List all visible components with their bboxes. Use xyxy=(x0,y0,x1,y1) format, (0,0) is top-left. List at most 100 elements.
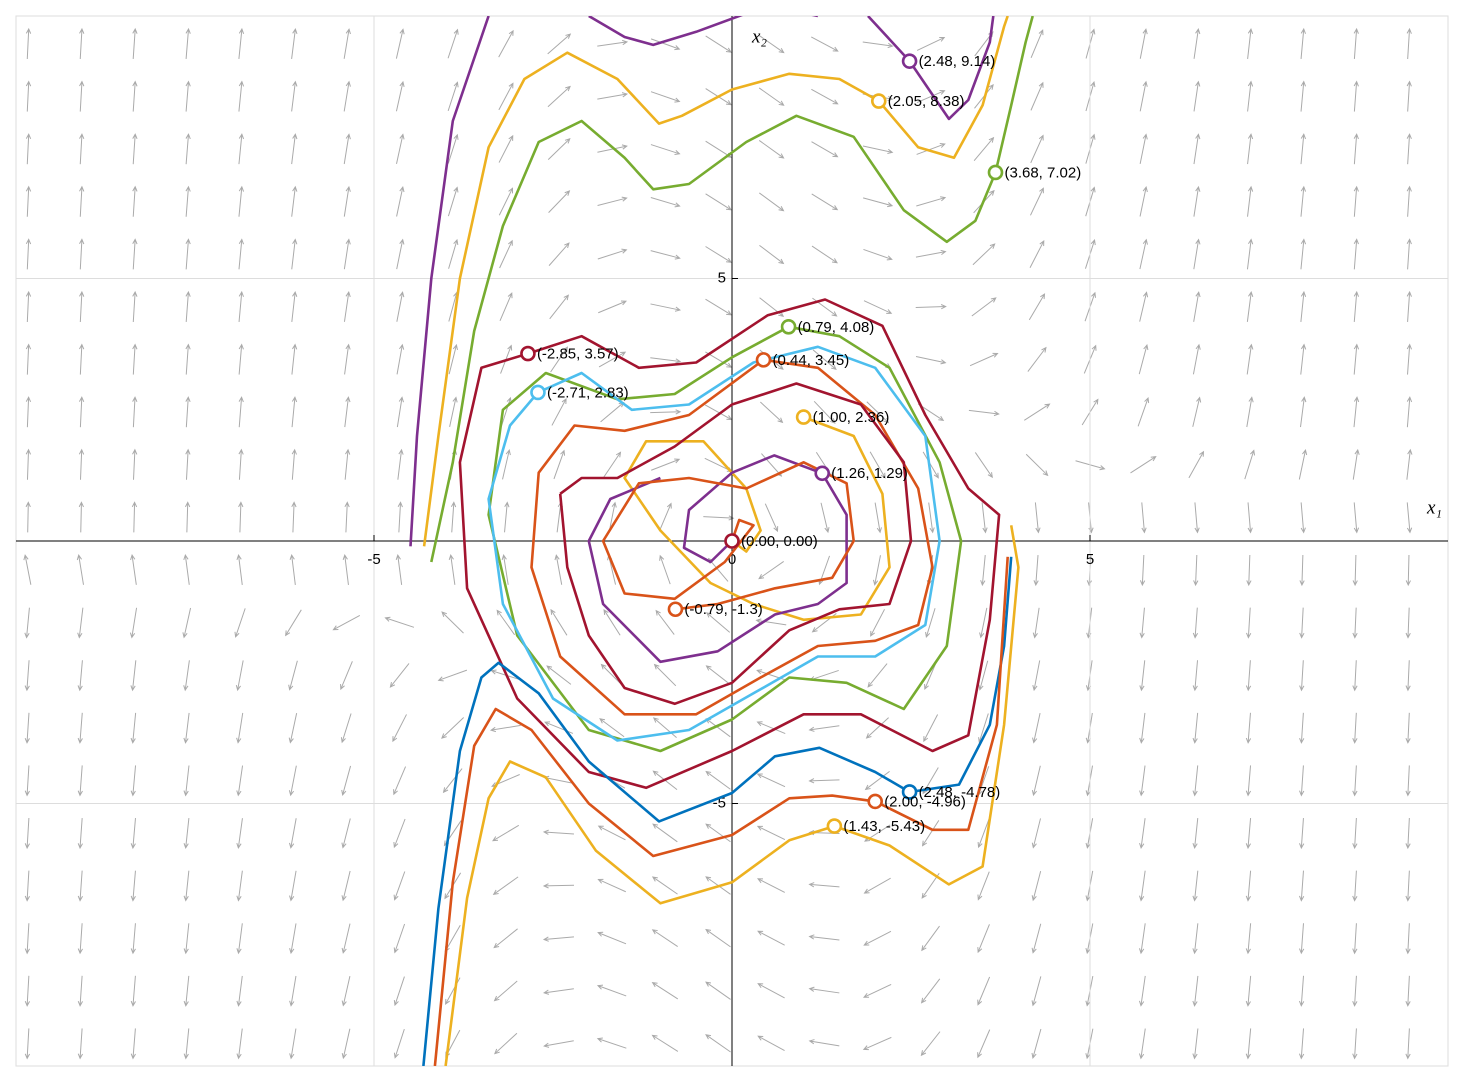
field-arrow xyxy=(1139,133,1148,165)
field-arrow xyxy=(25,238,32,270)
field-arrow xyxy=(498,29,514,58)
field-arrow xyxy=(862,41,894,49)
labels: (2.48, 9.14) (2.05, 8.38) (3.68, 7.02) (0.7… xyxy=(520,53,1081,835)
field-arrow xyxy=(650,303,682,312)
field-arrow xyxy=(1032,713,1041,744)
field-arrow xyxy=(596,1037,627,1049)
field-arrow xyxy=(1245,870,1252,902)
field-arrow xyxy=(341,870,351,902)
field-arrow xyxy=(291,290,298,322)
field-arrow xyxy=(542,883,575,889)
field-arrow xyxy=(238,27,245,59)
field-arrow xyxy=(758,35,785,54)
field-arrow xyxy=(757,983,785,999)
trajectory xyxy=(433,556,1009,1066)
field-arrow xyxy=(343,80,351,112)
field-arrow xyxy=(78,396,85,428)
field-arrow xyxy=(546,665,572,685)
field-arrow xyxy=(238,80,245,112)
field-arrow xyxy=(344,343,351,375)
field-arrow xyxy=(543,1040,574,1048)
initial-point xyxy=(901,784,918,800)
field-arrow xyxy=(1405,817,1411,850)
field-arrow xyxy=(184,501,191,533)
initial-point xyxy=(755,352,772,368)
field-arrow xyxy=(756,825,786,841)
point-label: (0.44, 3.45) xyxy=(773,352,850,369)
field-arrow xyxy=(1353,396,1360,428)
point-label: (0.79, 4.08) xyxy=(798,319,875,336)
field-arrow xyxy=(1298,448,1308,480)
field-arrow xyxy=(395,80,405,112)
field-arrow xyxy=(1247,27,1254,59)
field-arrow xyxy=(1406,238,1412,270)
trajectory xyxy=(444,525,1020,1066)
initial-point xyxy=(795,409,812,425)
field-arrow xyxy=(1300,396,1307,428)
point-label: (1.00, 2.36) xyxy=(813,409,890,426)
field-arrow xyxy=(874,502,882,534)
field-arrow xyxy=(977,976,991,1006)
field-arrow xyxy=(921,820,940,847)
field-arrow xyxy=(1032,607,1040,639)
field-arrow xyxy=(185,133,191,165)
field-arrow xyxy=(811,36,839,52)
field-arrow xyxy=(1247,133,1254,165)
field-arrow xyxy=(1139,554,1146,587)
field-arrow xyxy=(291,80,298,112)
field-arrow xyxy=(1245,765,1252,797)
field-arrow xyxy=(977,818,990,849)
field-arrow xyxy=(502,449,511,480)
field-arrow xyxy=(343,28,351,59)
field-arrow xyxy=(238,238,245,270)
field-arrow xyxy=(77,1028,84,1060)
field-arrow xyxy=(396,291,405,322)
field-arrow xyxy=(706,612,731,633)
field-arrow xyxy=(1138,343,1149,375)
field-arrow xyxy=(915,304,947,310)
field-arrow xyxy=(489,724,521,733)
field-arrow xyxy=(341,765,352,796)
initial-point xyxy=(901,53,918,69)
trajectory xyxy=(458,298,1001,790)
field-arrow xyxy=(1192,818,1199,850)
field-arrow xyxy=(705,981,731,1000)
field-arrow xyxy=(1031,976,1042,1007)
trajectory xyxy=(487,325,963,753)
point-label: (2.00, -4.96) xyxy=(884,793,966,810)
initial-point xyxy=(724,533,740,549)
field-arrow xyxy=(862,1036,892,1051)
field-arrow xyxy=(1137,396,1150,427)
field-arrow xyxy=(79,290,85,323)
field-arrow xyxy=(1139,712,1146,744)
field-arrow xyxy=(25,343,32,375)
field-arrow xyxy=(915,356,947,365)
field-arrow xyxy=(129,607,138,639)
field-arrow xyxy=(808,882,840,888)
field-arrow xyxy=(1300,238,1307,270)
field-arrow xyxy=(384,616,415,628)
field-arrow xyxy=(651,929,678,947)
field-arrow xyxy=(1352,554,1358,587)
field-arrow xyxy=(549,294,570,320)
field-arrow xyxy=(343,238,351,270)
field-arrow xyxy=(920,1031,941,1057)
field-arrow xyxy=(78,501,84,533)
field-arrow xyxy=(289,870,297,902)
field-arrow xyxy=(289,975,297,1007)
field-arrow xyxy=(395,553,403,585)
field-arrow xyxy=(650,250,681,260)
field-arrow xyxy=(1192,923,1199,955)
field-arrow xyxy=(1247,185,1254,217)
field-arrow xyxy=(811,245,838,264)
field-arrow xyxy=(1406,27,1412,60)
field-arrow xyxy=(132,290,138,323)
field-arrow xyxy=(341,1028,351,1060)
field-arrow xyxy=(447,81,459,112)
field-arrow xyxy=(76,554,84,585)
field-arrow xyxy=(759,244,785,265)
field-arrow xyxy=(1246,396,1254,428)
field-arrow xyxy=(132,27,138,59)
field-arrow xyxy=(393,976,405,1007)
field-arrow xyxy=(1139,238,1148,270)
